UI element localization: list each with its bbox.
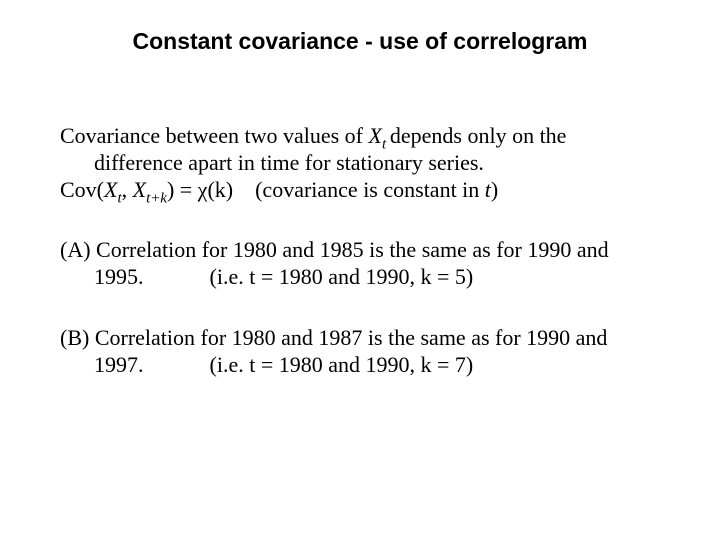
slide-title: Constant covariance - use of correlogram — [60, 28, 660, 55]
var-x: X — [369, 123, 382, 148]
text-line1: (B) Correlation for 1980 and 1987 is the… — [60, 325, 607, 350]
paragraph-covariance-def: Covariance between two values of Xt depe… — [60, 123, 660, 203]
text: depends only on the — [390, 123, 567, 148]
example-a: (A) Correlation for 1980 and 1985 is the… — [60, 237, 660, 291]
var-x: X — [104, 177, 117, 202]
text: , — [122, 177, 133, 202]
text-line2: 1995. (i.e. t = 1980 and 1990, k = 5) — [60, 264, 660, 291]
text: ) = χ(k) (covariance is constant in — [167, 177, 485, 202]
slide: { "title": "Constant covariance - use of… — [0, 0, 720, 540]
var-x: X — [133, 177, 146, 202]
text: Cov( — [60, 177, 104, 202]
text-line1: (A) Correlation for 1980 and 1985 is the… — [60, 237, 609, 262]
text: Covariance between two values of — [60, 123, 369, 148]
sub-tk: t+k — [146, 190, 167, 206]
text-line2: difference apart in time for stationary … — [60, 150, 660, 177]
example-b: (B) Correlation for 1980 and 1987 is the… — [60, 325, 660, 379]
text-line2: 1997. (i.e. t = 1980 and 1990, k = 7) — [60, 352, 660, 379]
text: ) — [491, 177, 498, 202]
cov-expr: Cov(Xt, Xt+k) = χ(k) (covariance is cons… — [60, 177, 498, 202]
